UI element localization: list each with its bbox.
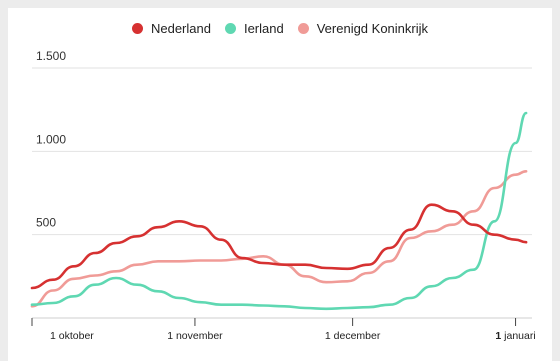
y-axis-ticks: 500 1.000 1.500 bbox=[36, 49, 66, 230]
chart-card bbox=[8, 8, 552, 361]
legend-item-nederland[interactable]: Nederland bbox=[131, 20, 211, 36]
legend-label-nederland: Nederland bbox=[150, 20, 211, 36]
x-tick-label: 1 oktober bbox=[50, 330, 94, 342]
y-tick-label: 1.500 bbox=[36, 49, 66, 63]
series-line-ierland bbox=[30, 111, 528, 311]
legend-item-verenigd-koninkrijk[interactable]: Verenigd Koninkrijk bbox=[297, 20, 429, 36]
x-axis-ticks: 1 oktober 1 november 1 december 1 januari bbox=[31, 318, 536, 342]
legend-dot-nederland bbox=[131, 22, 143, 34]
y-tick-label: 1.000 bbox=[36, 132, 66, 146]
legend-item-ierland[interactable]: Ierland bbox=[224, 20, 284, 36]
y-tick-label: 500 bbox=[36, 216, 56, 230]
series-line-nederland bbox=[30, 203, 528, 290]
x-tick-label: 1 december bbox=[325, 330, 381, 342]
legend-dot-verenigd-koninkrijk bbox=[297, 22, 309, 34]
gridlines bbox=[32, 67, 532, 319]
series-lines bbox=[30, 111, 528, 311]
legend-label-ierland: Ierland bbox=[243, 20, 284, 36]
x-tick-label: 1 november bbox=[167, 330, 223, 342]
legend-label-verenigd-koninkrijk: Verenigd Koninkrijk bbox=[316, 20, 429, 36]
legend-dot-ierland bbox=[224, 22, 236, 34]
series-line-verenigd-koninkrijk bbox=[30, 170, 528, 308]
x-tick-label: 1 januari bbox=[495, 330, 535, 342]
chart-legend: Nederland Ierland Verenigd Koninkrijk bbox=[8, 20, 552, 36]
